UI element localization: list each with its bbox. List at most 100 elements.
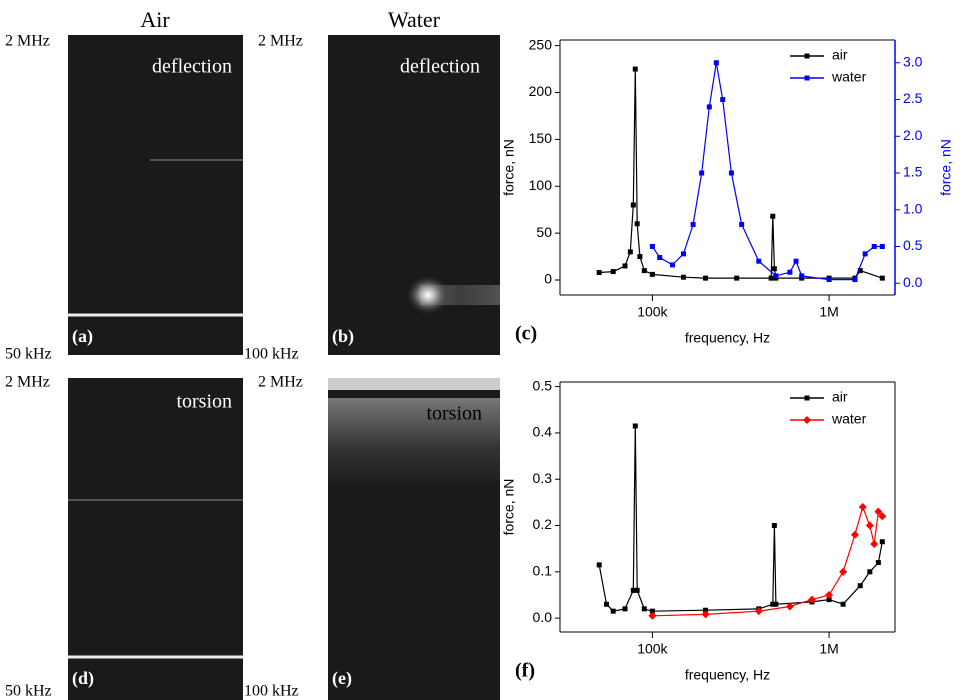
marker <box>634 221 640 227</box>
axis-label: 2 MHz <box>5 33 50 50</box>
marker <box>630 587 636 593</box>
y-tick-label: 100 <box>529 177 553 193</box>
marker <box>649 243 655 249</box>
y-tick-label: 0.2 <box>533 516 553 532</box>
axis-label: 2 MHz <box>258 374 303 391</box>
marker <box>878 512 887 521</box>
marker <box>690 221 696 227</box>
marker <box>720 97 726 103</box>
spectrograms <box>68 35 500 700</box>
y-tick-label: 0.5 <box>533 377 553 393</box>
marker <box>706 104 712 110</box>
marker <box>632 66 638 72</box>
column-header: Air <box>140 7 170 32</box>
marker <box>699 170 705 176</box>
marker <box>670 262 676 268</box>
y2-axis-label: force, nN <box>938 139 954 196</box>
marker <box>850 530 859 539</box>
y-tick-label: 150 <box>529 130 553 146</box>
marker <box>803 416 811 424</box>
marker <box>879 539 885 545</box>
panel-title: deflection <box>400 56 480 78</box>
marker <box>773 601 779 607</box>
series-line <box>651 62 883 281</box>
marker <box>804 395 810 401</box>
marker <box>771 523 777 529</box>
marker <box>596 270 602 275</box>
marker <box>713 60 719 66</box>
y-tick-label: 200 <box>529 83 553 99</box>
x-tick-label: 100k <box>637 304 668 320</box>
axis-label: 100 kHz <box>244 346 299 363</box>
y-tick-label: 250 <box>529 36 553 52</box>
marker <box>649 608 655 614</box>
marker <box>826 597 832 603</box>
marker <box>770 601 776 607</box>
x-axis-label: frequency, Hz <box>685 667 770 683</box>
panel-label: (f) <box>515 660 535 682</box>
marker <box>857 583 863 589</box>
y2-tick-label: 0.0 <box>903 274 923 290</box>
marker <box>754 607 763 616</box>
marker <box>771 266 777 272</box>
marker <box>641 268 647 274</box>
x-tick-label: 100k <box>637 641 668 657</box>
series-line <box>599 69 883 279</box>
legend-label: water <box>831 69 867 85</box>
spectrogram-labels: Air Water 2 MHz 50 kHz 2 MHz 100 kHz 2 M… <box>5 7 482 700</box>
marker <box>641 606 647 612</box>
marker <box>840 601 846 607</box>
chart: 0.0 0.1 0.2 0.3 0.4 0.5 100k 1M frequency, Hz for… <box>501 377 896 683</box>
axis-label: 50 kHz <box>5 683 52 700</box>
column-header: Water <box>388 7 441 32</box>
band <box>328 378 500 390</box>
legend-label: air <box>832 389 848 405</box>
marker <box>657 255 663 261</box>
marker <box>768 275 774 281</box>
marker <box>773 273 779 279</box>
y2-tick-label: 1.5 <box>903 164 923 180</box>
marker <box>632 423 638 429</box>
marker <box>879 275 885 281</box>
y-tick-label: 50 <box>536 224 552 240</box>
panel-title: deflection <box>152 56 232 78</box>
marker <box>879 243 885 249</box>
marker <box>857 268 863 274</box>
marker <box>728 170 734 176</box>
marker <box>875 560 881 566</box>
panel-label: (c) <box>515 323 537 345</box>
panel-label: (d) <box>72 668 94 689</box>
marker <box>637 254 643 260</box>
panel-label: (a) <box>72 326 93 347</box>
band <box>328 398 500 483</box>
y-tick-label: 0.4 <box>533 424 553 440</box>
marker <box>858 503 867 511</box>
marker <box>648 611 657 620</box>
marker <box>874 507 883 516</box>
marker <box>703 607 709 613</box>
marker <box>756 258 762 264</box>
marker <box>622 606 628 612</box>
spectrogram <box>68 35 243 355</box>
marker <box>681 251 687 257</box>
marker <box>839 567 848 576</box>
marker <box>785 602 794 611</box>
marker <box>870 540 879 549</box>
series-line <box>598 425 883 612</box>
y-tick-label: 0.3 <box>533 470 553 486</box>
y-tick-label: 0.1 <box>533 563 553 579</box>
axis-label: 2 MHz <box>5 374 50 391</box>
axis-label: 100 kHz <box>244 683 299 700</box>
marker <box>852 277 858 283</box>
marker <box>610 608 616 614</box>
y2-tick-label: 3.0 <box>903 53 923 69</box>
marker <box>825 590 834 599</box>
axis-label: 2 MHz <box>258 33 303 50</box>
panel-label: (b) <box>332 326 354 347</box>
marker <box>622 263 628 269</box>
marker <box>804 53 810 59</box>
resonance-blob <box>406 275 450 315</box>
spectrogram <box>68 378 243 700</box>
x-tick-label: 1M <box>819 641 838 657</box>
